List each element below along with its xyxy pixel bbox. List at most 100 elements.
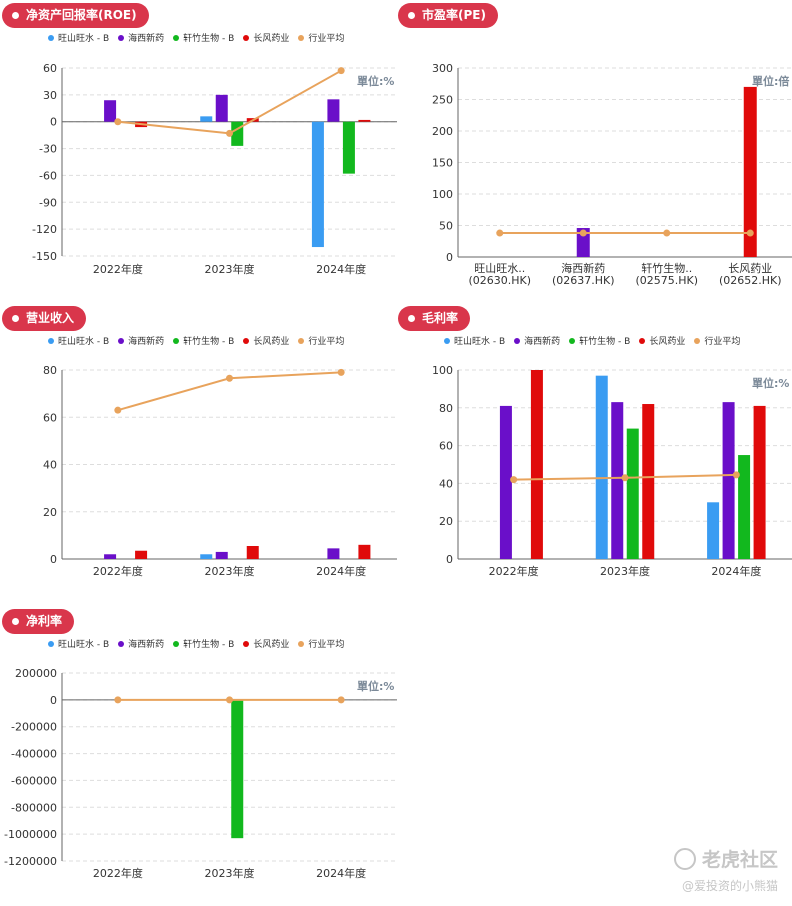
legend-item[interactable]: 长风药业 <box>243 637 289 650</box>
y-tick-label: 20 <box>43 506 57 519</box>
bar <box>135 550 148 559</box>
legend-item[interactable]: 长风药业 <box>243 31 289 44</box>
legend-item[interactable]: 海西新药 <box>118 334 164 347</box>
x-tick-label: 旺山旺水.. <box>474 262 525 275</box>
bar <box>738 455 751 559</box>
bar <box>104 100 117 122</box>
legend-dot-icon <box>173 34 180 41</box>
legend-label: 行业平均 <box>308 337 345 347</box>
legend-item[interactable]: 行业平均 <box>298 637 344 650</box>
legend-dot-icon <box>48 640 54 647</box>
legend-item[interactable]: 行业平均 <box>298 31 344 44</box>
legend-item[interactable]: 行业平均 <box>298 334 344 347</box>
y-tick-label: -120 <box>32 223 57 236</box>
legend-label: 旺山旺水 - B <box>58 337 110 347</box>
y-tick-label: 30 <box>43 89 57 102</box>
legend-label: 轩竹生物 - B <box>183 640 235 650</box>
y-tick-label: 80 <box>43 364 57 377</box>
revenue-title: 营业收入 <box>2 306 87 331</box>
y-tick-label: -600000 <box>11 774 57 787</box>
x-tick-label: 轩竹生物.. <box>641 261 692 275</box>
bar <box>626 428 639 559</box>
pe-chart: 300250200150100500旺山旺水..(02630.HK)海西新药(0… <box>432 62 792 287</box>
legend-item[interactable]: 轩竹生物 - B <box>173 334 234 347</box>
x-tick-label: 2022年度 <box>93 564 143 578</box>
legend-label: 长风药业 <box>649 337 686 347</box>
y-tick-label: 250 <box>432 94 453 107</box>
legend-label: 长风药业 <box>253 34 290 44</box>
bar <box>707 502 720 559</box>
bar <box>530 370 543 559</box>
bar <box>358 119 371 122</box>
gross-margin-legend[interactable]: 旺山旺水 - B 海西新药 轩竹生物 - B 长风药业 行业平均 <box>444 334 749 347</box>
average-point <box>732 471 740 479</box>
pe-unit-label: 單位:倍 <box>752 75 790 88</box>
legend-dot-icon <box>569 337 576 344</box>
roe-legend[interactable]: 旺山旺水 - B 海西新药 轩竹生物 - B 长风药业 行业平均 <box>48 31 353 44</box>
bar <box>200 116 213 122</box>
revenue-chart: 80 60 40 20 0 2022年度 2023年度 2024年度 <box>43 364 397 578</box>
legend-label: 长风药业 <box>253 640 290 650</box>
legend-dot-icon <box>118 337 125 344</box>
legend-item[interactable]: 轩竹生物 - B <box>173 637 234 650</box>
legend-item[interactable]: 旺山旺水 - B <box>444 334 505 347</box>
net-margin-legend[interactable]: 旺山旺水 - B 海西新药 轩竹生物 - B 长风药业 行业平均 <box>48 637 353 650</box>
bar <box>743 86 757 258</box>
x-tick-label: (02637.HK) <box>552 274 615 287</box>
bar <box>246 546 259 559</box>
legend-dot-icon <box>639 337 646 344</box>
legend-item[interactable]: 旺山旺水 - B <box>48 334 109 347</box>
x-tick-label: (02652.HK) <box>719 274 782 287</box>
legend-item[interactable]: 海西新药 <box>118 31 164 44</box>
net-margin-chart: 200000 0 -200000 -400000 -600000 -800000 -1000… <box>4 667 397 880</box>
y-tick-label: 0 <box>50 116 57 129</box>
y-tick-label: -400000 <box>11 748 57 761</box>
y-tick-label: 0 <box>50 694 57 707</box>
legend-item[interactable]: 轩竹生物 - B <box>569 334 630 347</box>
net-margin-title: 净利率 <box>2 609 75 634</box>
gross-margin-chart: 100 80 60 40 20 0 2022年度 2023年度 2024年度 <box>432 364 792 578</box>
bar <box>311 121 324 248</box>
legend-label: 海西新药 <box>128 34 165 44</box>
y-tick-label: 300 <box>432 62 453 75</box>
average-point <box>746 229 754 237</box>
x-tick-label: 2023年度 <box>600 564 650 578</box>
x-tick-label: 2024年度 <box>316 262 366 276</box>
bar <box>327 548 340 559</box>
legend-dot-icon <box>48 34 54 41</box>
legend-label: 海西新药 <box>524 337 561 347</box>
legend-item[interactable]: 行业平均 <box>694 334 740 347</box>
roe-chart: 60 30 0 -30 -60 -90 -120 -150 2022年度 2023年度 2024年度 <box>32 62 397 276</box>
x-tick-label: (02575.HK) <box>635 274 698 287</box>
average-point <box>496 229 504 237</box>
x-tick-label: 海西新药 <box>561 261 605 275</box>
y-tick-label: -90 <box>39 196 57 209</box>
legend-item[interactable]: 旺山旺水 - B <box>48 31 109 44</box>
y-tick-label: 150 <box>432 157 453 170</box>
y-tick-label: 60 <box>439 440 453 453</box>
revenue-legend[interactable]: 旺山旺水 - B 海西新药 轩竹生物 - B 长风药业 行业平均 <box>48 334 353 347</box>
legend-item[interactable]: 海西新药 <box>118 637 164 650</box>
legend-label: 轩竹生物 - B <box>183 34 235 44</box>
average-point <box>621 474 629 482</box>
net-margin-unit-label: 單位:% <box>357 680 395 693</box>
average-line <box>117 69 342 135</box>
legend-label: 行业平均 <box>308 640 345 650</box>
legend-item[interactable]: 轩竹生物 - B <box>173 31 234 44</box>
legend-item[interactable]: 长风药业 <box>243 334 289 347</box>
y-tick-label: -30 <box>39 143 57 156</box>
legend-item[interactable]: 旺山旺水 - B <box>48 637 109 650</box>
bar <box>231 699 244 839</box>
revenue-panel: 营业收入 旺山旺水 - B 海西新药 轩竹生物 - B 长风药业 行业平均 80 60 40… <box>0 303 397 603</box>
bar <box>576 228 590 257</box>
y-tick-label: 0 <box>446 553 453 566</box>
gross-margin-title: 毛利率 <box>398 306 471 331</box>
average-point <box>226 696 233 704</box>
y-tick-label: -1200000 <box>4 855 57 868</box>
y-tick-label: 200000 <box>15 667 57 680</box>
legend-item[interactable]: 长风药业 <box>639 334 685 347</box>
average-point <box>226 129 233 137</box>
legend-dot-icon <box>694 337 701 344</box>
legend-item[interactable]: 海西新药 <box>514 334 560 347</box>
legend-dot-icon <box>298 640 305 647</box>
